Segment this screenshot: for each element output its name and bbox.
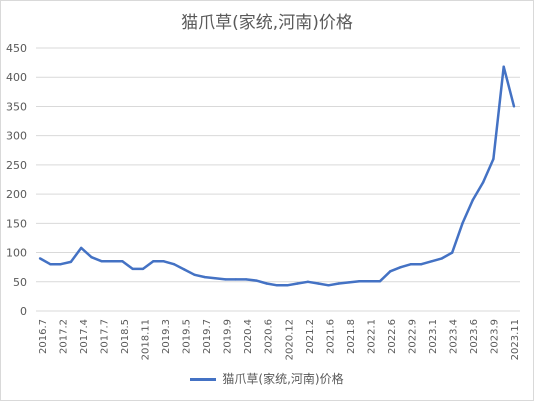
data-point <box>172 263 176 266</box>
data-point <box>275 284 279 287</box>
data-point <box>214 277 217 280</box>
data-point <box>100 260 104 263</box>
x-tick-label: 2021.6 <box>325 319 336 354</box>
y-tick-label: 100 <box>6 247 27 260</box>
data-point <box>131 267 134 271</box>
data-point <box>451 251 454 254</box>
gridlines <box>36 47 520 312</box>
data-point <box>59 263 62 266</box>
data-point <box>368 280 371 283</box>
data-point <box>389 270 392 273</box>
data-point <box>193 273 196 276</box>
x-tick-label: 2017.4 <box>79 319 90 354</box>
y-tick-label: 200 <box>6 188 27 201</box>
x-axis-ticks: 2016.7 2017.2 2017.4 2017.7 2018.5 2018.11 201… <box>38 319 521 360</box>
data-point <box>162 260 165 263</box>
data-point <box>286 284 289 287</box>
data-point <box>378 280 382 283</box>
data-point <box>492 157 495 161</box>
x-tick-label: 2018.5 <box>120 319 131 354</box>
y-tick-label: 150 <box>6 217 27 230</box>
data-point <box>512 105 516 108</box>
x-tick-label: 2016.7 <box>38 319 49 354</box>
x-tick-label: 2023.1 <box>428 319 439 354</box>
x-tick-label: 2022.9 <box>407 319 418 354</box>
data-point <box>38 257 42 260</box>
data-point <box>317 282 320 285</box>
data-point <box>90 256 93 259</box>
data-point <box>481 181 485 184</box>
y-tick-label: 400 <box>6 71 27 84</box>
data-point <box>461 222 464 225</box>
x-tick-label: 2021.2 <box>305 319 316 354</box>
y-tick-label: 50 <box>13 276 27 289</box>
data-point <box>224 278 227 281</box>
x-tick-label: 2018.11 <box>141 319 152 360</box>
x-tick-label: 2023.11 <box>510 319 521 360</box>
data-point <box>80 246 83 250</box>
data-point <box>502 65 505 68</box>
series-layer <box>38 65 516 287</box>
data-point <box>337 282 340 285</box>
x-tick-label: 2019.9 <box>223 319 234 354</box>
data-point <box>347 281 351 284</box>
data-point <box>141 267 145 271</box>
y-tick-label: 250 <box>6 159 27 172</box>
x-tick-label: 2019.5 <box>182 319 193 354</box>
y-axis-ticks: 0 50 100 150 200 250 300 350 400 450 <box>6 42 27 318</box>
data-point <box>203 275 207 279</box>
y-tick-label: 450 <box>6 42 27 55</box>
data-point <box>255 279 258 282</box>
data-point <box>296 282 299 285</box>
legend: 猫爪草(家统,河南)价格 <box>0 370 534 387</box>
x-tick-label: 2020.12 <box>284 319 295 360</box>
data-point <box>409 263 413 266</box>
data-point <box>69 260 73 264</box>
data-point <box>306 280 310 283</box>
x-tick-label: 2023.6 <box>469 319 480 354</box>
x-tick-label: 2017.7 <box>100 319 111 354</box>
data-point <box>440 257 444 260</box>
x-tick-label: 2023.4 <box>448 319 459 354</box>
data-point <box>244 278 248 281</box>
y-tick-label: 0 <box>20 305 27 318</box>
x-tick-label: 2020.6 <box>264 319 275 354</box>
chart-title: 猫爪草(家统,河南)价格 <box>181 13 353 33</box>
data-point <box>183 268 186 271</box>
x-tick-label: 2021.8 <box>346 319 357 354</box>
data-point <box>358 280 361 283</box>
x-tick-label: 2019.3 <box>161 319 172 354</box>
data-point <box>471 198 474 202</box>
data-point <box>327 284 330 287</box>
data-point <box>49 263 52 266</box>
x-tick-label: 2022.6 <box>387 319 398 354</box>
data-point <box>121 260 124 263</box>
data-point <box>234 278 237 281</box>
y-tick-label: 300 <box>6 130 27 143</box>
data-point <box>152 260 155 263</box>
data-point <box>110 260 114 263</box>
legend-swatch <box>190 378 217 381</box>
data-point <box>399 266 402 269</box>
legend-label: 猫爪草(家统,河南)价格 <box>222 372 344 386</box>
data-point <box>265 282 268 285</box>
y-tick-label: 350 <box>6 100 27 113</box>
x-tick-label: 2022.1 <box>366 319 377 354</box>
data-point <box>430 260 433 263</box>
data-point <box>420 263 423 266</box>
x-tick-label: 2020.4 <box>243 319 254 354</box>
x-tick-label: 2023.9 <box>489 319 500 354</box>
x-tick-label: 2017.2 <box>59 319 70 354</box>
x-tick-label: 2019.7 <box>202 319 213 354</box>
